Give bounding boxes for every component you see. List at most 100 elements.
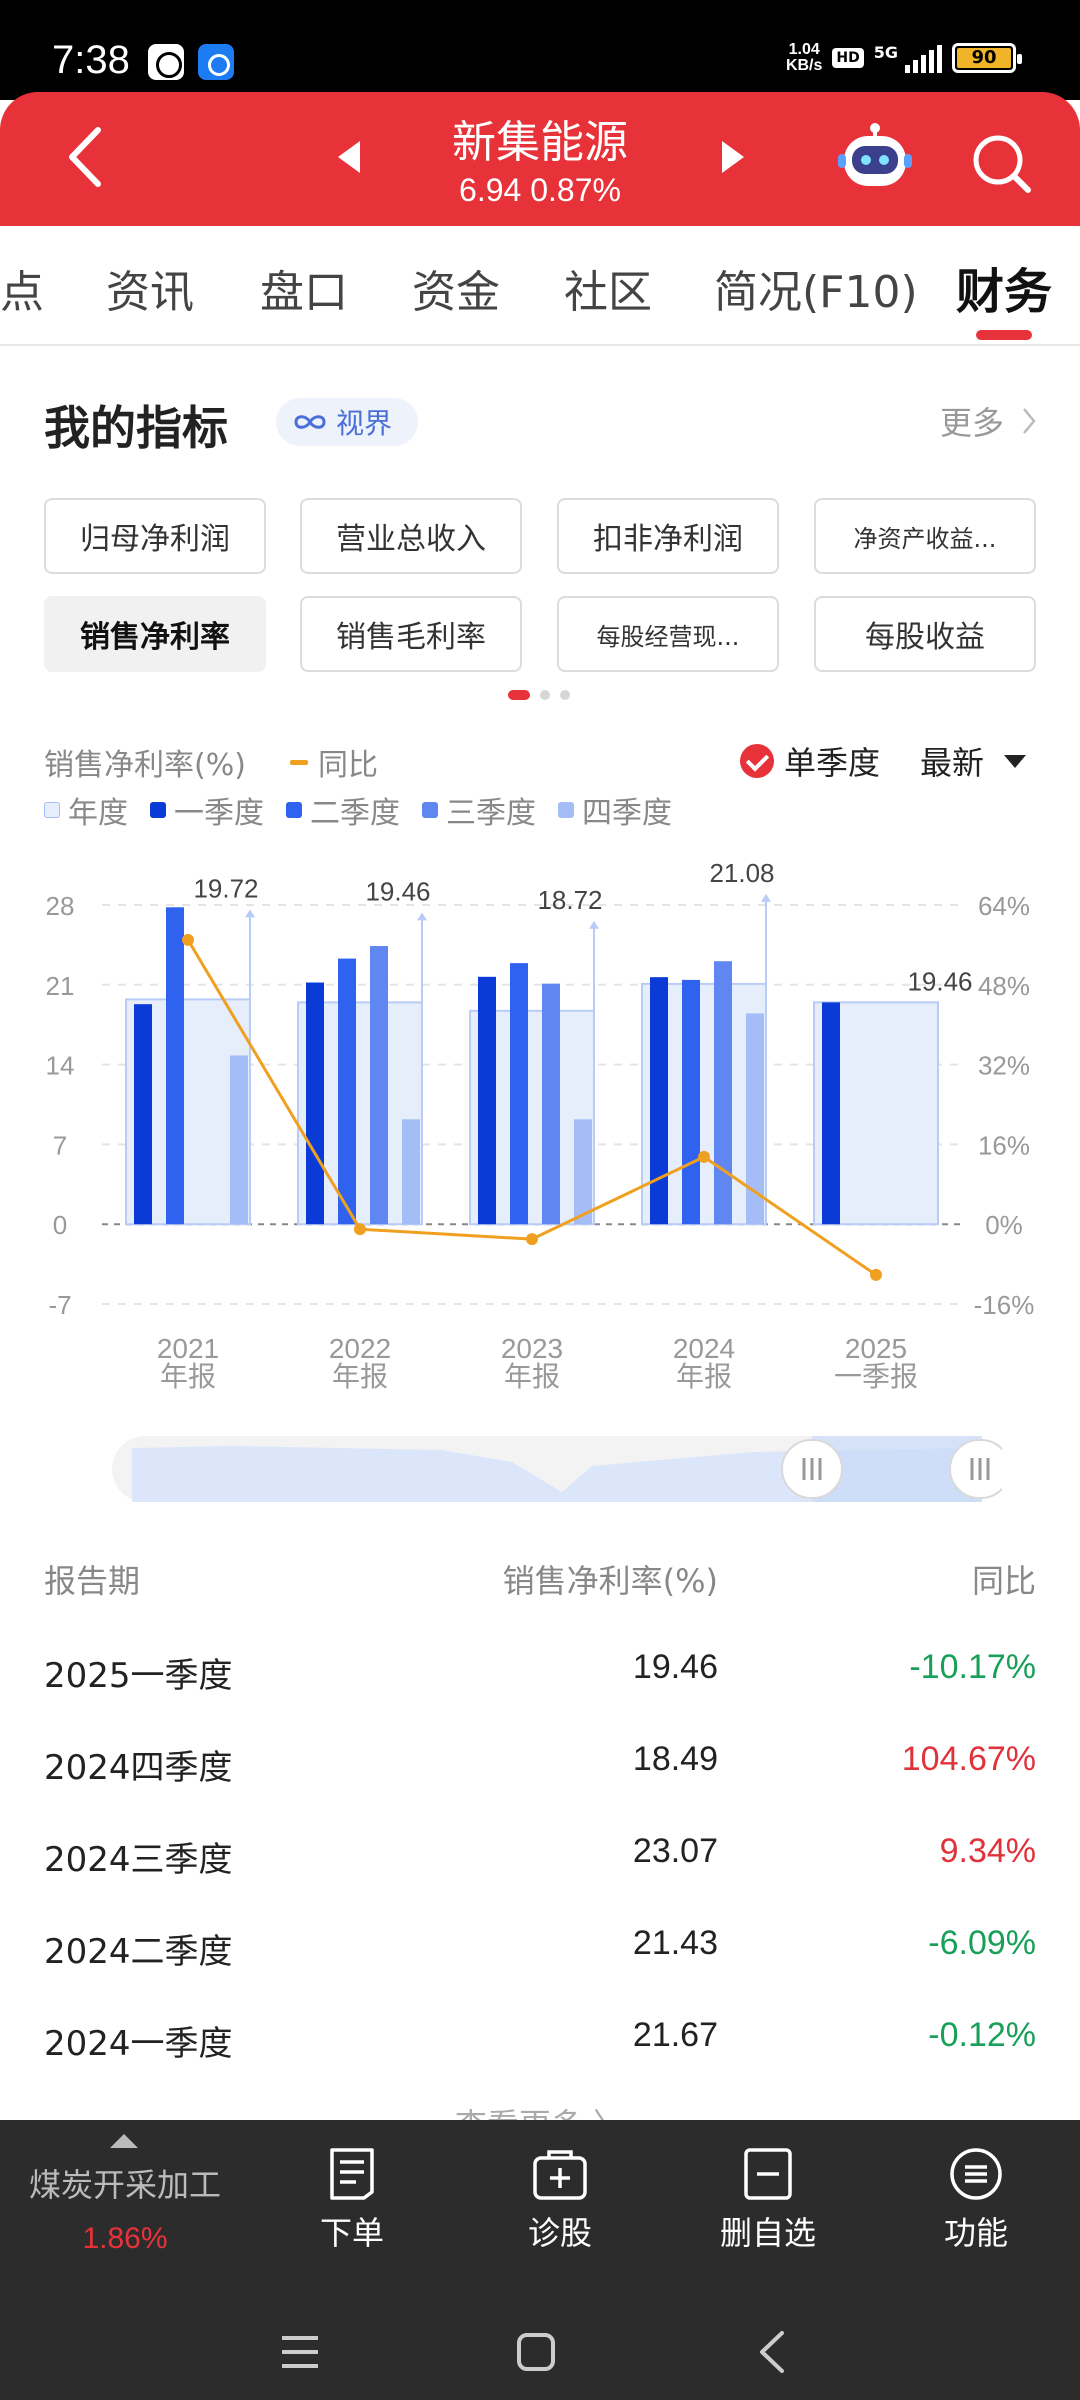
- quarter-bar: [510, 963, 528, 1225]
- indicator-chip-selected[interactable]: 销售净利率: [44, 596, 266, 672]
- quarter-bar: [682, 979, 700, 1225]
- quarter-bar: [714, 961, 732, 1225]
- indicator-chip[interactable]: 每股收益: [814, 596, 1036, 672]
- tab-partial[interactable]: 点: [0, 267, 44, 318]
- yoy-point: [526, 1233, 538, 1246]
- tab-order-book[interactable]: 盘口: [260, 267, 348, 318]
- y-tick-right: 0%: [985, 1210, 1023, 1240]
- annual-value-label: 21.08: [709, 858, 774, 888]
- y-tick-left: 28: [46, 891, 75, 921]
- x-tick-year: 2021: [157, 1333, 219, 1364]
- page-indicator: [508, 690, 570, 700]
- legend-label: 年度: [68, 796, 128, 831]
- indicator-chip[interactable]: 扣非净利润: [557, 498, 779, 574]
- tab-community[interactable]: 社区: [564, 267, 652, 318]
- x-tick-year: 2025: [845, 1333, 907, 1364]
- annual-value-label: 19.46: [907, 966, 972, 996]
- triangle-right-icon: [722, 141, 744, 173]
- chart-legend: 年度 一季度 二季度 三季度 四季度: [44, 788, 672, 832]
- table-row[interactable]: 2024四季度 18.49 104.67%: [0, 1716, 1080, 1808]
- legend-label: 一季度: [174, 796, 264, 831]
- net-speed-unit: KB/s: [785, 57, 823, 74]
- remove-watchlist-button[interactable]: 删自选: [688, 2146, 848, 2266]
- x-tick-period: 年报: [160, 1360, 216, 1393]
- legend-swatch: [286, 802, 302, 818]
- table-row[interactable]: 2024一季度 21.67 -0.12%: [0, 1992, 1080, 2084]
- period-select-value: 最新: [920, 744, 985, 782]
- metric-label: 销售净利率(%): [44, 748, 246, 783]
- y-tick-left: 14: [46, 1051, 75, 1081]
- indicator-chip[interactable]: 营业总收入: [300, 498, 522, 574]
- indicator-chip[interactable]: 每股经营现...: [557, 596, 779, 672]
- row-period: 2024三季度: [44, 1840, 233, 1880]
- indicator-chip[interactable]: 净资产收益...: [814, 498, 1036, 574]
- more-link[interactable]: 更多: [940, 398, 1036, 444]
- vision-label: 视界: [336, 407, 393, 440]
- yoy-line-swatch: [290, 759, 308, 765]
- annual-marker-arrow: [245, 909, 255, 918]
- tab-news[interactable]: 资讯: [106, 267, 194, 318]
- previous-stock-button[interactable]: [330, 137, 370, 177]
- single-quarter-label: 单季度: [784, 744, 881, 782]
- chevron-right-icon: [1023, 408, 1036, 434]
- x-tick-period: 年报: [676, 1360, 732, 1393]
- search-button[interactable]: [970, 132, 1034, 196]
- y-tick-left: -7: [48, 1290, 71, 1320]
- quarter-bar: [574, 1119, 592, 1225]
- annual-marker-arrow: [417, 912, 427, 921]
- yoy-point: [182, 933, 194, 946]
- row-value: 21.43: [632, 1924, 718, 1962]
- annual-value-label: 19.46: [365, 876, 430, 906]
- header-period: 报告期: [44, 1562, 141, 1600]
- header-yoy: 同比: [971, 1562, 1036, 1600]
- caret-up-icon: [110, 2134, 138, 2148]
- indicator-chip[interactable]: 归母净利润: [44, 498, 266, 574]
- y-tick-right: 32%: [978, 1051, 1030, 1081]
- recent-apps-icon[interactable]: [280, 2334, 320, 2370]
- tab-funds[interactable]: 资金: [412, 267, 500, 318]
- row-value: 18.49: [632, 1740, 718, 1778]
- quarter-bar: [822, 1002, 840, 1225]
- row-yoy: -6.09%: [928, 1924, 1036, 1962]
- see-more-link[interactable]: 查看更多 〉: [0, 2100, 1080, 2120]
- net-margin-chart[interactable]: 28211470-764%48%32%16%0%-16%19.722021年报1…: [0, 850, 1080, 1410]
- period-select[interactable]: 最新: [920, 738, 1027, 784]
- system-back-icon[interactable]: [756, 2330, 786, 2374]
- quarter-bar: [650, 977, 668, 1225]
- yoy-point: [698, 1150, 710, 1163]
- tab-profile-f10[interactable]: 简况(F10): [714, 267, 918, 318]
- table-row[interactable]: 2024三季度 23.07 9.34%: [0, 1808, 1080, 1900]
- slider-handle-end[interactable]: [949, 1439, 1002, 1499]
- quarter-bar: [370, 946, 388, 1225]
- home-icon[interactable]: [516, 2332, 556, 2372]
- sector-indicator[interactable]: 煤炭开采加工 1.86%: [0, 2120, 250, 2300]
- infinity-icon: [294, 415, 326, 429]
- vision-button[interactable]: 视界: [276, 398, 418, 446]
- y-tick-left: 21: [46, 971, 75, 1001]
- table-row[interactable]: 2025一季度 19.46 -10.17%: [0, 1624, 1080, 1716]
- slider-overview-area: [132, 1446, 982, 1502]
- ai-assistant-button[interactable]: [838, 122, 912, 194]
- table-row[interactable]: 2024二季度 21.43 -6.09%: [0, 1900, 1080, 1992]
- order-button[interactable]: 下单: [272, 2146, 432, 2266]
- caret-down-icon: [1004, 754, 1027, 768]
- annual-marker-arrow: [589, 920, 599, 929]
- next-stock-button[interactable]: [712, 137, 752, 177]
- tab-finance[interactable]: 财务: [956, 264, 1053, 320]
- legend-item-q2: 二季度: [286, 788, 400, 832]
- yoy-point: [354, 1223, 366, 1236]
- chart-range-slider[interactable]: [112, 1436, 1002, 1502]
- y-tick-right: 48%: [978, 971, 1030, 1001]
- row-value: 19.46: [632, 1648, 718, 1686]
- hd-icon: HD: [832, 48, 864, 68]
- indicator-chip[interactable]: 销售毛利率: [300, 596, 522, 672]
- single-quarter-toggle[interactable]: 单季度: [740, 738, 880, 784]
- x-tick-year: 2022: [329, 1333, 391, 1364]
- table-header: 报告期 销售净利率(%) 同比: [0, 1540, 1080, 1610]
- status-time: 7:38: [52, 38, 130, 82]
- functions-button[interactable]: 功能: [896, 2146, 1056, 2266]
- back-button[interactable]: [58, 122, 118, 192]
- diagnose-button[interactable]: 诊股: [480, 2146, 640, 2266]
- triangle-left-icon: [338, 141, 360, 173]
- quarter-bar: [402, 1119, 420, 1225]
